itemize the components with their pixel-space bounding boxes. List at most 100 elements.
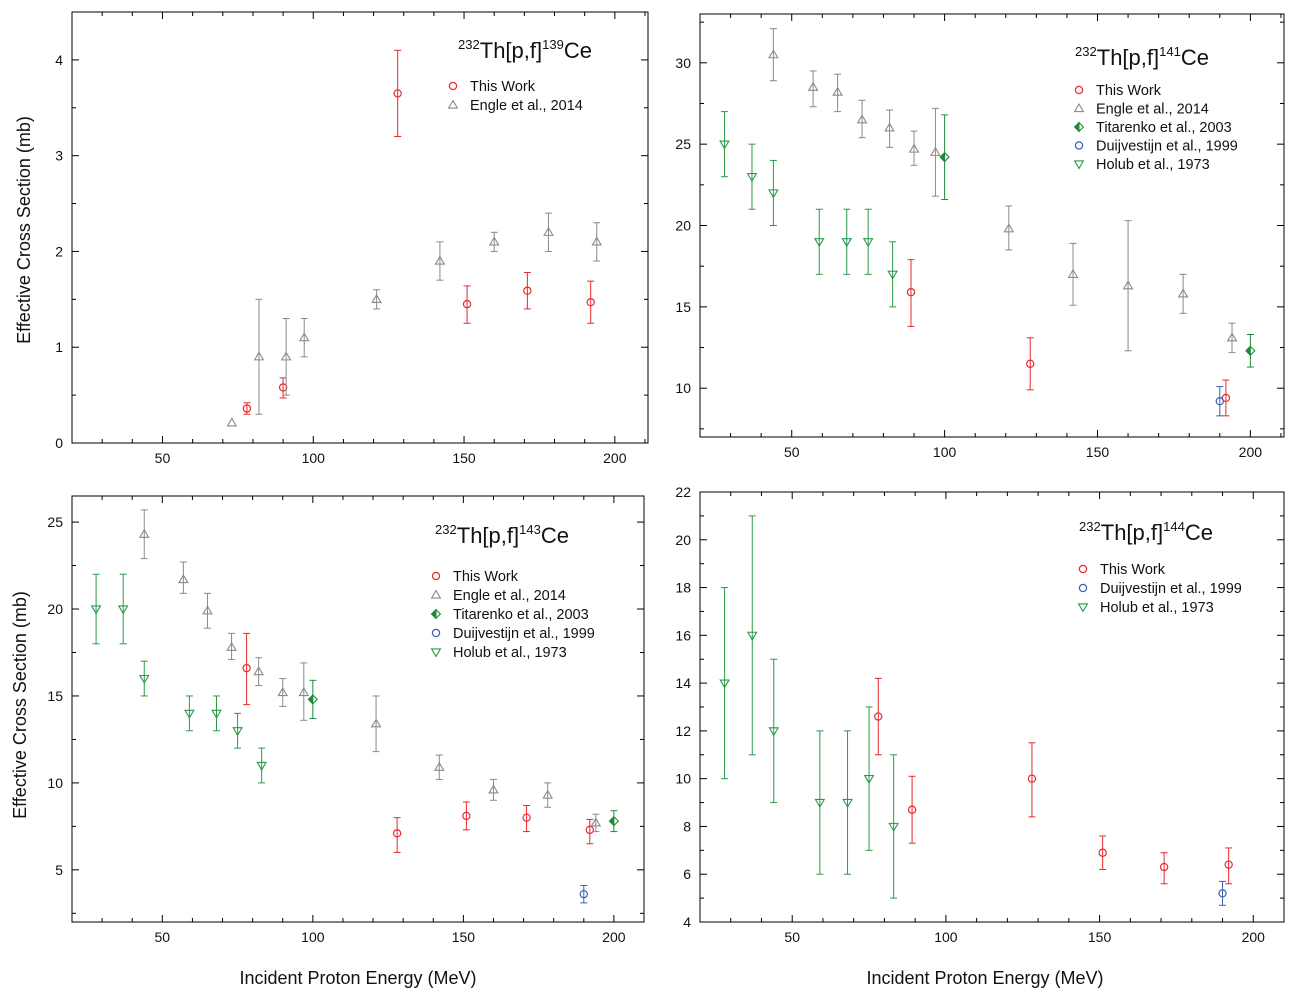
series-this-work: [874, 677, 1233, 885]
legend-entry: Holub et al., 1973: [1077, 600, 1214, 616]
chart-panel-4: 50 100 150 200 4 6 8 10 12 14 16 18 20 22 232Th[p,f]14…: [675, 484, 1285, 945]
legend-marker: [430, 608, 442, 620]
y-tick-label: 20: [675, 218, 691, 234]
legend-label: Duijvestijn et al., 1999: [1096, 139, 1238, 155]
data-point: [277, 686, 289, 697]
legend-label: Titarenko et al., 2003: [453, 607, 589, 623]
y-tick-label: 25: [675, 136, 691, 152]
x-tick-label: 150: [452, 450, 476, 466]
data-point: [253, 666, 265, 676]
legend-marker: [431, 628, 441, 638]
legend-marker: [1078, 564, 1088, 574]
data-point: [874, 712, 883, 721]
legend-marker: [430, 589, 442, 599]
y-tick-label: 18: [675, 580, 691, 596]
data-point: [1245, 345, 1256, 357]
plot-frame: [71, 11, 649, 444]
legend-label: Duijvestijn et al., 1999: [453, 626, 595, 642]
legend-label: Engle et al., 2014: [1096, 102, 1209, 118]
legend-label: Holub et al., 1973: [1096, 157, 1210, 173]
data-point: [1026, 359, 1035, 368]
series-this-work: [242, 632, 595, 853]
y-tick-label: 14: [675, 675, 691, 691]
data-point: [832, 86, 843, 96]
data-point: [488, 784, 499, 794]
data-point: [298, 686, 310, 697]
legend-entry: Engle et al., 2014: [447, 98, 583, 114]
data-point: [1224, 860, 1233, 869]
data-point: [856, 114, 868, 124]
data-point: [591, 236, 603, 246]
data-point: [586, 298, 595, 307]
data-point: [1218, 889, 1227, 898]
data-point: [298, 332, 310, 342]
x-tick-label: 150: [1086, 444, 1110, 460]
series-titarenko-et-al-2003: [939, 114, 1256, 368]
y-tick-label: 8: [683, 818, 691, 834]
x-tick-label: 50: [155, 929, 171, 945]
x-tick-label: 50: [784, 929, 800, 945]
data-point: [1027, 774, 1037, 783]
data-point: [392, 829, 402, 838]
legend-entry: Engle et al., 2014: [430, 588, 566, 604]
data-point: [719, 679, 730, 689]
legend-marker: [1073, 121, 1085, 133]
legend-label: This Work: [1100, 562, 1166, 578]
x-tick-label: 150: [452, 929, 476, 945]
chart-title: 232Th[p,f]143Ce: [435, 522, 569, 548]
data-point: [863, 775, 875, 785]
y-tick-label: 6: [683, 866, 691, 882]
legend-label: Duijvestijn et al., 1999: [1100, 581, 1242, 597]
data-point: [280, 351, 292, 361]
legend-entry: Duijvestijn et al., 1999: [1074, 139, 1238, 155]
data-point: [434, 255, 446, 265]
data-point: [117, 605, 129, 615]
data-point: [371, 293, 382, 303]
chart-panel-1: 50 100 150 200 0 1 2 3 4 232Th[p,f]139Ce This Work…: [55, 11, 649, 466]
x-tick-label: 50: [784, 444, 800, 460]
legend-label: This Work: [1096, 83, 1162, 99]
data-point: [884, 122, 895, 132]
x-tick-label: 50: [155, 450, 171, 466]
data-point: [488, 236, 500, 246]
x-tick-label: 100: [933, 444, 957, 460]
plot-frame: [71, 495, 645, 923]
y-tick-label: 16: [675, 627, 691, 643]
data-point: [807, 81, 819, 91]
y-tick-label: 4: [683, 914, 691, 930]
data-point: [256, 761, 268, 771]
y-tick-label: 0: [55, 435, 63, 451]
data-point: [1098, 848, 1107, 857]
data-point: [768, 49, 779, 59]
legend-entry: Duijvestijn et al., 1999: [1078, 581, 1242, 597]
data-point: [579, 889, 588, 899]
y-tick-label: 10: [47, 775, 63, 791]
data-point: [887, 270, 898, 280]
series-duijvestijn-et-al-1999: [1215, 386, 1224, 417]
y-tick-label: 15: [47, 688, 63, 704]
data-point: [930, 146, 941, 156]
y-tick-label: 5: [55, 862, 63, 878]
legend-entry: Engle et al., 2014: [1073, 102, 1209, 118]
data-point: [90, 605, 102, 615]
legend-marker: [447, 99, 459, 109]
legend-entry: Titarenko et al., 2003: [430, 607, 589, 623]
plot-frame: [699, 491, 1285, 923]
legend-entry: Holub et al., 1973: [430, 645, 567, 661]
x-tick-label: 200: [1242, 929, 1266, 945]
data-point: [232, 727, 243, 737]
legend-entry: This Work: [431, 569, 519, 585]
x-tick-label: 100: [302, 450, 326, 466]
series-this-work: [242, 49, 595, 415]
chart-panel-3: 50 100 150 200 5 10 15 20 25 232Th[p,f]143Ce This …: [47, 495, 645, 945]
data-point: [842, 798, 853, 809]
data-point: [1159, 862, 1169, 872]
data-point: [719, 140, 730, 150]
data-point: [433, 761, 445, 771]
data-point: [178, 573, 189, 584]
chart-panel-2: 50 100 150 200 10 15 20 25 30 232Th[p,f]141Ce This…: [675, 13, 1285, 460]
data-point: [1122, 280, 1134, 290]
data-point: [939, 151, 950, 163]
x-tick-label: 100: [934, 929, 958, 945]
